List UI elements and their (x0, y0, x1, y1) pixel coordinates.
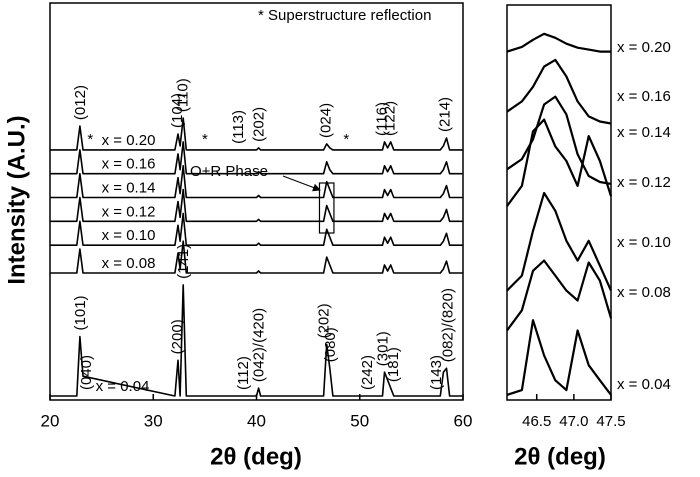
x-tick-label: 30 (144, 411, 163, 430)
trace (50, 284, 463, 397)
trace-label: x = 0.20 (617, 39, 671, 56)
x-tick-label: 47.0 (559, 413, 588, 430)
peak-label: (202) (316, 303, 333, 338)
peak-label: (082)/(820) (440, 288, 457, 362)
trace (506, 95, 612, 185)
x-tick-label: 46.5 (522, 413, 551, 430)
trace-label: x = 0.10 (617, 234, 671, 251)
peak-label: (214) (436, 97, 453, 132)
superstructure-mark: * (202, 131, 208, 148)
peak-label: (080) (322, 327, 339, 362)
trace-label: x = 0.04 (96, 378, 150, 395)
peak-label: (110) (175, 78, 192, 112)
trace-label: x = 0.12 (102, 203, 156, 220)
x-tick-label: 50 (350, 411, 369, 430)
x-tick-label: 20 (41, 411, 60, 430)
trace-label: x = 0.08 (617, 284, 671, 301)
peak-label: (181) (385, 347, 402, 382)
trace (50, 165, 463, 199)
trace (506, 191, 613, 292)
trace-label: x = 0.20 (102, 132, 156, 149)
trace-label: x = 0.08 (102, 255, 156, 272)
trace (50, 117, 463, 151)
peak-label: (242) (359, 355, 376, 390)
trace (506, 118, 613, 207)
peak-label: (116) (373, 102, 390, 136)
trace-label: x = 0.10 (102, 227, 156, 244)
x-tick-label: 47.5 (596, 413, 625, 430)
inset-frame (506, 4, 612, 401)
superstructure-mark: * (87, 131, 93, 148)
trace (506, 259, 613, 332)
peak-label: (104) (169, 93, 186, 128)
x-axis-title: 2θ (deg) (210, 443, 302, 470)
phase-label: O+R Phase (190, 163, 268, 180)
inset-x-axis-title: 2θ (deg) (514, 443, 606, 470)
trace-label: x = 0.16 (102, 156, 156, 173)
trace (50, 141, 463, 175)
peak-label: (143) (428, 355, 445, 390)
trace (506, 319, 612, 396)
peak-label: (301) (374, 331, 391, 366)
peak-label: (012) (72, 85, 89, 120)
phase-box (318, 182, 335, 234)
peak-label: (122) (382, 101, 399, 136)
peak-label: (042)/(420) (251, 308, 268, 382)
trace-label: x = 0.04 (617, 376, 671, 393)
peak-label: (141) (175, 244, 192, 279)
trace (50, 188, 463, 223)
trace-label: x = 0.16 (617, 88, 671, 105)
peak-label: (113) (230, 110, 247, 144)
trace (50, 240, 463, 274)
peak-label: (040) (78, 355, 95, 390)
trace-label: x = 0.14 (102, 179, 156, 196)
x-tick-label: 60 (454, 411, 473, 430)
trace-label: x = 0.12 (617, 174, 671, 191)
trace (50, 212, 463, 246)
superstructure-mark: * (343, 131, 349, 148)
phase-arrow (282, 175, 321, 192)
peak-label: (101) (72, 295, 89, 330)
peak-label: (112) (235, 356, 252, 390)
peak-label: (200) (169, 319, 186, 354)
trace (506, 58, 612, 125)
superstructure-note: * Superstructure reflection (258, 7, 431, 24)
trace (506, 32, 611, 53)
trace-label: x = 0.14 (617, 124, 671, 141)
y-axis-title: Intensity (A.U.) (3, 115, 30, 284)
peak-label: (202) (251, 107, 268, 142)
peak-label: (024) (318, 103, 335, 138)
x-tick-label: 40 (247, 411, 266, 430)
